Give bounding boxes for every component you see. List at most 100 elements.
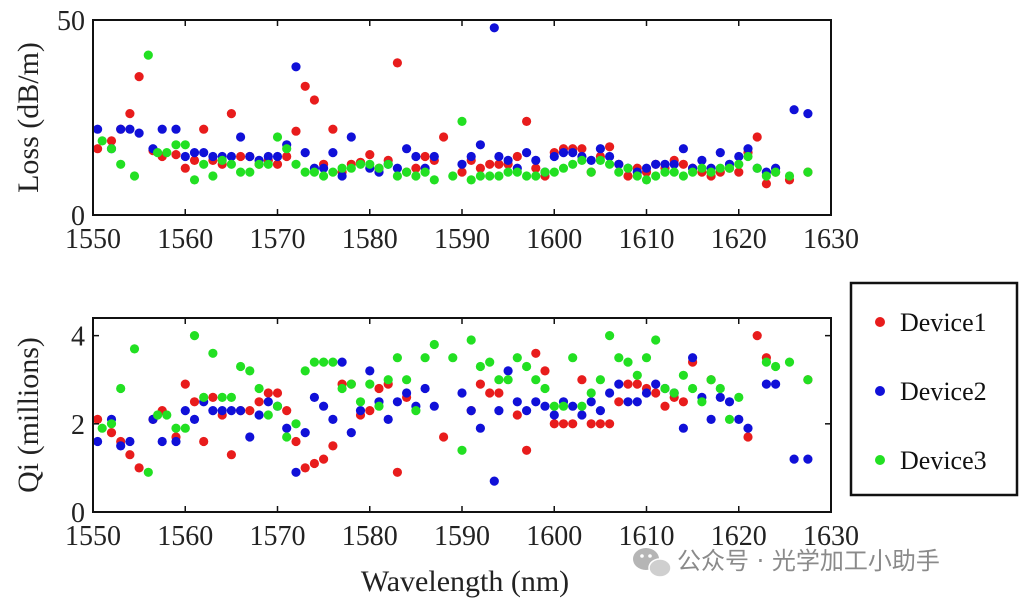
qi-point-device1 (134, 463, 144, 473)
loss-point-device2 (803, 109, 813, 119)
loss-point-device3 (784, 171, 795, 181)
loss-point-device3 (309, 167, 319, 177)
loss-point-device3 (226, 159, 236, 169)
qi-point-device1 (577, 375, 587, 385)
legend-label-device2: Device2 (900, 377, 987, 406)
qi-point-device2 (803, 454, 813, 464)
loss-point-device2 (457, 159, 467, 169)
qi-point-device1 (245, 406, 255, 416)
qi-point-device3 (309, 357, 319, 367)
qi-point-device2 (328, 414, 338, 424)
legend-label-device1: Device1 (900, 308, 987, 337)
loss-point-device3 (337, 163, 347, 173)
loss-point-device1 (457, 167, 467, 177)
qi-point-device1 (365, 406, 375, 416)
qi-point-device1 (272, 388, 283, 398)
loss-point-device3 (245, 167, 255, 177)
qi-point-device2 (291, 467, 301, 477)
loss-point-device3 (651, 171, 661, 181)
qi-point-device2 (245, 432, 255, 442)
qi-point-device2 (157, 436, 167, 447)
loss-xtick-label: 1600 (526, 224, 582, 255)
loss-point-device2 (568, 148, 578, 158)
loss-point-device3 (475, 171, 485, 181)
loss-point-device3 (761, 171, 772, 181)
loss-point-device2 (669, 159, 679, 169)
loss-point-device3 (374, 163, 384, 173)
qi-point-device2 (706, 414, 716, 424)
qi-point-device1 (595, 419, 606, 429)
qi-point-device3 (558, 401, 569, 411)
loss-point-device2 (743, 144, 753, 154)
loss-point-device3 (605, 159, 615, 169)
qi-point-device1 (568, 419, 578, 429)
qi-point-device2 (678, 423, 689, 433)
qi-point-device3 (199, 392, 209, 402)
loss-point-device1 (392, 58, 402, 68)
loss-point-device3 (595, 155, 606, 165)
qi-xtick-label: 1600 (526, 521, 582, 552)
qi-point-device3 (761, 357, 772, 367)
qi-point-device3 (272, 401, 283, 411)
loss-point-device3 (623, 163, 633, 173)
qi-point-device3 (180, 423, 190, 433)
loss-point-device3 (402, 167, 412, 177)
qi-point-device1 (494, 388, 504, 398)
qi-point-device1 (549, 419, 559, 429)
loss-point-device3 (291, 159, 301, 169)
loss-axes-box (92, 19, 832, 216)
qi-point-device3 (651, 335, 661, 345)
qi-point-device3 (217, 392, 227, 402)
qi-point-device1 (180, 379, 190, 389)
qi-point-device1 (291, 436, 301, 447)
loss-point-device1 (605, 142, 615, 152)
qi-point-device2 (189, 414, 200, 424)
loss-point-device1 (189, 155, 200, 165)
loss-point-device2 (319, 163, 329, 173)
loss-point-device1 (365, 150, 375, 160)
loss-point-device3 (457, 116, 467, 126)
qi-point-device3 (568, 353, 578, 363)
loss-point-device3 (803, 167, 813, 177)
loss-point-device3 (97, 136, 107, 146)
qi-point-device3 (457, 445, 467, 455)
qi-point-device2 (392, 397, 402, 407)
loss-point-device2 (189, 148, 200, 158)
loss-point-device1 (411, 163, 421, 173)
qi-point-device3 (162, 410, 172, 420)
loss-point-device2 (697, 155, 707, 165)
loss-point-device2 (392, 163, 402, 173)
qi-point-device2 (724, 397, 735, 407)
legend-marker-device3 (875, 455, 885, 465)
loss-point-device2 (208, 151, 218, 162)
qi-point-device2 (429, 401, 439, 411)
loss-point-device3 (558, 163, 569, 173)
loss-point-device3 (346, 163, 356, 173)
qi-point-device1 (614, 397, 624, 407)
loss-point-device2 (272, 151, 283, 162)
watermark: 公众号 · 光学加工小助手 (633, 547, 940, 578)
qi-point-device2 (605, 388, 615, 398)
loss-point-device3 (568, 159, 578, 169)
loss-point-device3 (272, 132, 283, 142)
qi-point-device1 (540, 366, 550, 376)
loss-point-device3 (586, 167, 596, 177)
x-axis-label: Wavelength (nm) (361, 565, 569, 598)
qi-point-device1 (374, 383, 384, 394)
loss-point-device3 (706, 167, 716, 177)
qi-xtick-label: 1580 (342, 521, 398, 552)
qi-point-device2 (93, 436, 103, 447)
qi-point-device2 (263, 397, 273, 407)
qi-point-device2 (319, 401, 329, 411)
qi-point-device3 (411, 406, 421, 416)
qi-ytick-label: 2 (71, 410, 85, 441)
loss-point-device2 (789, 105, 799, 115)
qi-point-device1 (512, 410, 522, 420)
qi-point-device2 (549, 410, 559, 420)
loss-point-device3 (743, 151, 753, 162)
loss-point-device2 (337, 171, 347, 181)
qi-point-device1 (226, 450, 236, 460)
loss-point-device1 (485, 159, 495, 169)
loss-point-device3 (254, 159, 264, 169)
